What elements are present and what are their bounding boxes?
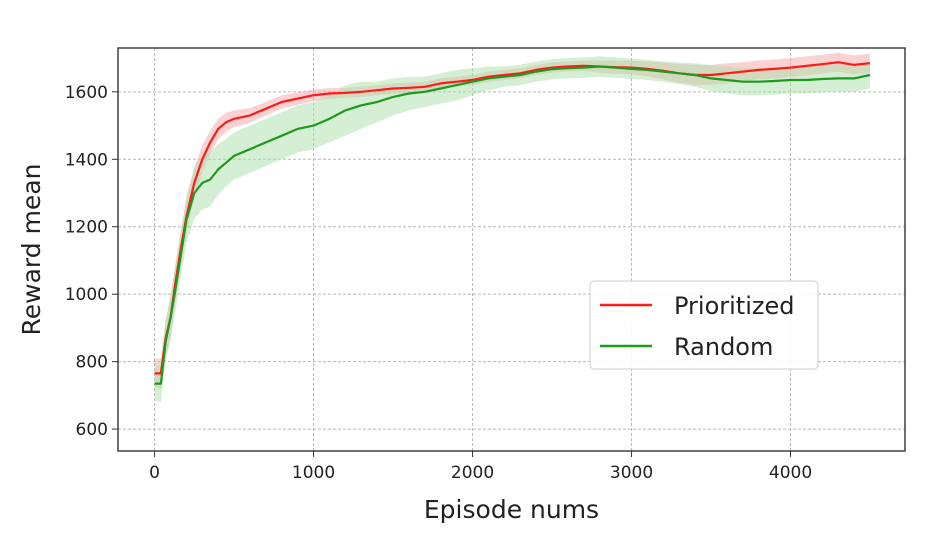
series-line-random: [154, 65, 871, 385]
confidence-bands: [154, 52, 871, 403]
plot-frame: [117, 47, 906, 452]
legend-label-prioritized: Prioritized: [674, 292, 794, 320]
x-tick-label: 4000: [769, 463, 812, 483]
y-tick-label: 600: [76, 420, 108, 440]
legend-label-random: Random: [674, 333, 773, 361]
x-tick-label: 0: [149, 463, 160, 483]
axis-ticks: 0 1000 2000 3000 4000 600 800 1000 1200 1400 1600: [65, 83, 812, 483]
y-axis-label: Reward mean: [17, 164, 46, 336]
x-axis-label: Episode nums: [424, 495, 599, 524]
grid-lines: [118, 48, 905, 451]
y-tick-label: 1400: [65, 150, 108, 170]
band-random: [154, 56, 871, 403]
x-tick-label: 3000: [610, 463, 653, 483]
y-tick-label: 1200: [65, 218, 108, 238]
x-tick-label: 2000: [451, 463, 494, 483]
y-tick-label: 1600: [65, 83, 108, 103]
legend: Prioritized Random: [589, 280, 819, 370]
series-line-prioritized: [154, 61, 871, 375]
x-tick-label: 1000: [292, 463, 335, 483]
y-tick-label: 800: [76, 353, 108, 373]
y-tick-label: 1000: [65, 285, 108, 305]
series-lines: [154, 61, 871, 385]
